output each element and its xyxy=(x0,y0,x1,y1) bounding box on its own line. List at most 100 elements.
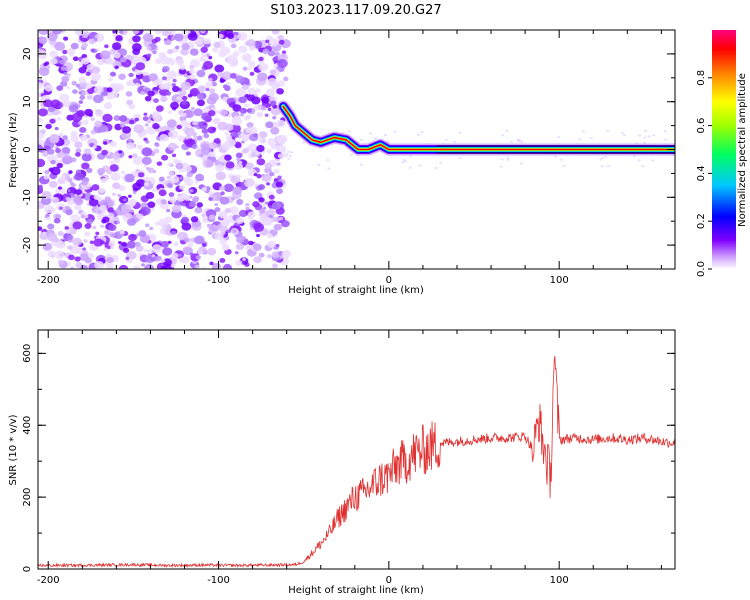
noise-blob xyxy=(180,256,190,264)
noise-blob xyxy=(175,162,184,170)
noise-blob xyxy=(181,100,188,105)
noise-blob xyxy=(145,140,150,144)
noise-blob xyxy=(174,45,180,50)
snr-frame xyxy=(37,329,676,570)
noise-blob xyxy=(153,148,160,154)
noise-blob xyxy=(85,71,91,77)
y-tick-label: 600 xyxy=(22,344,33,363)
noise-blob xyxy=(214,64,225,73)
noise-blob xyxy=(225,81,231,86)
noise-blob xyxy=(225,161,235,169)
noise-blob xyxy=(194,206,203,214)
noise-blob xyxy=(224,85,231,91)
noise-blob xyxy=(132,156,144,165)
noise-blob xyxy=(70,135,79,143)
noise-blob xyxy=(160,199,167,205)
noise-blob xyxy=(151,244,162,253)
noise-blob xyxy=(262,48,270,55)
noise-blob xyxy=(193,135,198,139)
noise-blob xyxy=(254,88,261,94)
noise-blob xyxy=(49,57,58,65)
noise-blob xyxy=(132,30,140,34)
noise-blob xyxy=(38,36,48,45)
noise-blob xyxy=(264,162,273,170)
noise-blob xyxy=(212,118,220,125)
faint-dot xyxy=(589,137,593,140)
y-tick-label: 400 xyxy=(22,416,33,435)
snr-y-ticks: 0 200 400 600 xyxy=(22,344,675,572)
noise-blob xyxy=(156,78,163,85)
noise-blob xyxy=(150,180,156,185)
noise-blob xyxy=(207,110,216,117)
noise-blob xyxy=(203,133,210,139)
noise-blob xyxy=(247,143,258,153)
noise-blob xyxy=(142,116,149,122)
noise-blob xyxy=(275,144,287,154)
noise-blob xyxy=(171,153,177,158)
noise-blob xyxy=(190,216,199,223)
noise-blob xyxy=(67,245,73,250)
noise-blob xyxy=(90,72,102,82)
noise-blob xyxy=(158,189,167,197)
noise-blob xyxy=(78,91,83,95)
noise-blob xyxy=(137,144,143,150)
faint-dot xyxy=(643,136,647,139)
noise-blob xyxy=(224,208,232,214)
noise-blob xyxy=(218,210,228,219)
noise-blob xyxy=(154,143,160,148)
noise-blob xyxy=(113,52,121,59)
noise-blob xyxy=(232,229,237,233)
noise-blob xyxy=(143,164,148,168)
noise-blob xyxy=(54,126,59,131)
noise-blob xyxy=(201,186,208,192)
noise-blob xyxy=(134,117,140,122)
noise-blob xyxy=(273,178,279,182)
noise-blob xyxy=(258,197,265,203)
noise-blob xyxy=(235,75,245,84)
spectrogram-x-label: Height of straight line (km) xyxy=(288,285,424,296)
noise-blob xyxy=(278,216,284,221)
noise-blob xyxy=(189,74,196,80)
faint-dot xyxy=(516,139,520,142)
noise-blob xyxy=(181,112,187,117)
noise-blob xyxy=(74,141,83,149)
noise-blob xyxy=(168,170,175,177)
noise-blob xyxy=(103,102,113,110)
noise-blob xyxy=(247,211,256,219)
noise-blob xyxy=(194,264,200,269)
noise-blob xyxy=(236,157,241,162)
noise-blob xyxy=(121,241,127,247)
noise-blob xyxy=(178,253,183,257)
noise-blob xyxy=(246,39,256,47)
noise-blob xyxy=(249,133,259,142)
noise-blob xyxy=(106,169,113,175)
noise-blob xyxy=(219,78,225,84)
noise-blob xyxy=(62,135,68,140)
noise-blob xyxy=(47,232,58,242)
noise-blob xyxy=(104,44,109,49)
noise-blob xyxy=(168,130,179,139)
colorbar-tick-label: 0.6 xyxy=(696,118,707,134)
noise-blob xyxy=(154,36,161,42)
noise-blob xyxy=(217,71,224,77)
noise-blob xyxy=(102,216,110,223)
noise-blob xyxy=(224,132,229,136)
noise-blob xyxy=(171,204,182,213)
faint-dot xyxy=(458,156,462,159)
faint-dot xyxy=(409,155,413,158)
noise-blob xyxy=(164,136,169,141)
noise-blob xyxy=(47,148,55,155)
noise-blob xyxy=(124,173,135,183)
noise-blob xyxy=(254,150,260,155)
noise-blob xyxy=(57,186,62,190)
noise-blob xyxy=(246,108,252,113)
noise-blob xyxy=(208,142,218,150)
noise-blob xyxy=(50,207,56,213)
noise-blob xyxy=(135,245,144,252)
noise-blob xyxy=(59,93,70,102)
noise-blob xyxy=(208,56,213,60)
noise-blob xyxy=(52,30,63,35)
noise-blob xyxy=(106,257,114,264)
noise-blob xyxy=(141,156,152,165)
faint-dot xyxy=(393,130,397,133)
